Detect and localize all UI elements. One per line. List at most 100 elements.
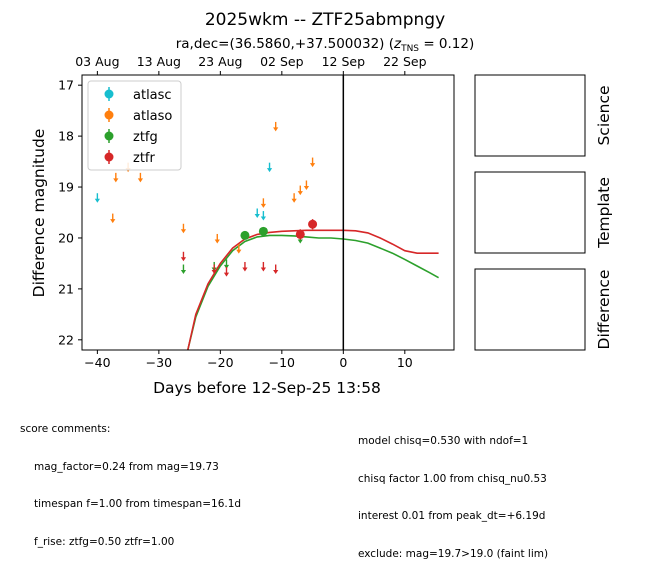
light-curve-figure: 2025wkm -- ZTF25abmpngy ra,dec=(36.5860,… [30, 10, 613, 397]
upper-limit-head [273, 127, 279, 132]
upper-limit-atlaso [236, 244, 242, 254]
top-tick-label: 03 Aug [75, 54, 119, 69]
y-tick-label: 18 [58, 129, 74, 144]
legend-marker [104, 89, 114, 99]
upper-limit-ztfr [260, 261, 266, 272]
upper-limit-head [242, 267, 248, 272]
x-axis-label: Days before 12-Sep-25 13:58 [153, 379, 381, 397]
upper-limit-head [297, 191, 303, 196]
model-comment-line: chisq factor 1.00 from chisq_nu0.53 [358, 472, 547, 485]
data-point-ztfg [240, 230, 250, 240]
upper-limit-head [273, 270, 279, 275]
x-tick-label: −10 [269, 355, 295, 370]
upper-limit-atlaso [297, 185, 303, 196]
legend-box [87, 80, 182, 171]
upper-limit-head [291, 198, 297, 203]
top-tick-label: 22 Sep [383, 54, 427, 69]
plot-frame [81, 74, 455, 351]
upper-limit-atlasc [254, 208, 260, 218]
upper-limit-head [260, 203, 266, 208]
data-point-ztfr [295, 229, 305, 239]
legend-label: atlasc [133, 88, 172, 103]
upper-limit-head [110, 219, 116, 224]
upper-limit-atlaso [291, 193, 297, 203]
y-tick-label: 20 [58, 230, 74, 245]
upper-limit-head [266, 168, 273, 173]
upper-limit-head [303, 185, 310, 190]
subtitle-prefix: ra,dec=(36.5860,+37.500032) ( [176, 36, 394, 52]
upper-limit-head [297, 239, 303, 244]
upper-limit-head [180, 270, 187, 275]
model-comments: model chisq=0.530 with ndof=1 chisq fact… [358, 410, 548, 573]
upper-limit-atlaso [260, 198, 266, 208]
side-panels: Science Template Difference [474, 74, 613, 351]
legend-item-ztfg: ztfg [104, 129, 158, 145]
model-curve-ztfg [187, 234, 439, 350]
upper-limit-head [137, 178, 144, 183]
score-comments-header: score comments: [20, 423, 111, 435]
x-tick-label: −20 [207, 355, 233, 370]
upper-limit-head [211, 270, 217, 275]
upper-limit-ztfg [180, 264, 187, 275]
data-point-ztfr [308, 219, 318, 229]
x-tick-label: −40 [84, 355, 110, 370]
legend-marker [104, 152, 114, 162]
upper-limit-ztfr [211, 264, 217, 275]
legend-marker [104, 131, 114, 141]
legend-marker [104, 110, 114, 120]
upper-limit-atlaso [137, 172, 144, 183]
score-comment-line: mag_factor=0.24 from mag=19.73 [34, 460, 219, 473]
chart-title: 2025wkm -- ZTF25abmpngy [205, 10, 445, 30]
upper-limit-atlaso [113, 172, 119, 183]
image-panel-difference [474, 268, 586, 351]
top-tick-label: 23 Aug [198, 54, 242, 69]
legend-item-atlaso: atlaso [104, 108, 172, 124]
y-tick-label: 17 [58, 78, 74, 93]
legend-item-atlasc: atlasc [104, 87, 172, 103]
upper-limit-ztfr [180, 251, 187, 262]
upper-limit-head [309, 163, 316, 168]
upper-limit-atlaso [214, 233, 220, 244]
score-comment-line: f_rise: ztfg=0.50 ztfr=1.00 [34, 535, 175, 548]
image-panel-template [474, 171, 586, 254]
upper-limit-head [223, 264, 230, 269]
upper-limit-head [180, 257, 187, 262]
image-panel-science [474, 74, 586, 157]
upper-limit-head [180, 229, 187, 234]
upper-limit-head [236, 249, 242, 254]
upper-limit-head [260, 216, 266, 221]
x-tick-label: 0 [339, 355, 347, 370]
y-axis-label: Difference magnitude [30, 129, 48, 298]
model-curve-ztfr [187, 229, 439, 350]
y-tick-label: 22 [58, 332, 74, 347]
plot-area: −40 −30 −20 −10 0 10 03 Aug 13 Aug 23 Aug 02 Sep 1… [58, 54, 455, 370]
subtitle-sub: TNS [400, 44, 419, 54]
legend-label: ztfg [133, 130, 158, 145]
panel-label-science: Science [595, 85, 613, 145]
top-tick-label: 13 Aug [137, 54, 181, 69]
upper-limit-atlaso [110, 213, 116, 224]
upper-limit-head [254, 214, 260, 218]
upper-limit-atlaso [303, 180, 310, 190]
upper-limit-atlaso [309, 157, 316, 168]
upper-limit-ztfr [242, 261, 248, 272]
top-tick-label: 02 Sep [260, 54, 304, 69]
model-comment-line: model chisq=0.530 with ndof=1 [358, 435, 529, 447]
upper-limit-head [94, 198, 100, 203]
upper-limit-atlaso [180, 223, 187, 234]
panel-label-difference: Difference [595, 270, 613, 350]
upper-limit-atlasc [94, 193, 100, 203]
upper-limit-atlasc [260, 211, 266, 221]
upper-limit-head [214, 239, 220, 244]
y-tick-label: 21 [58, 281, 74, 296]
upper-limit-ztfr [223, 267, 230, 277]
legend-label: atlaso [133, 109, 172, 124]
subtitle-suffix: = 0.12) [419, 36, 474, 52]
legend: atlasc atlaso ztfg ztfr [87, 80, 182, 171]
top-tick-label: 12 Sep [322, 54, 366, 69]
x-tick-label: −30 [146, 355, 172, 370]
subtitle-z: z [393, 36, 402, 52]
upper-limit-head [260, 267, 266, 272]
score-comments: score comments: mag_factor=0.24 from mag… [20, 398, 241, 561]
upper-limit-atlasc [266, 162, 273, 173]
